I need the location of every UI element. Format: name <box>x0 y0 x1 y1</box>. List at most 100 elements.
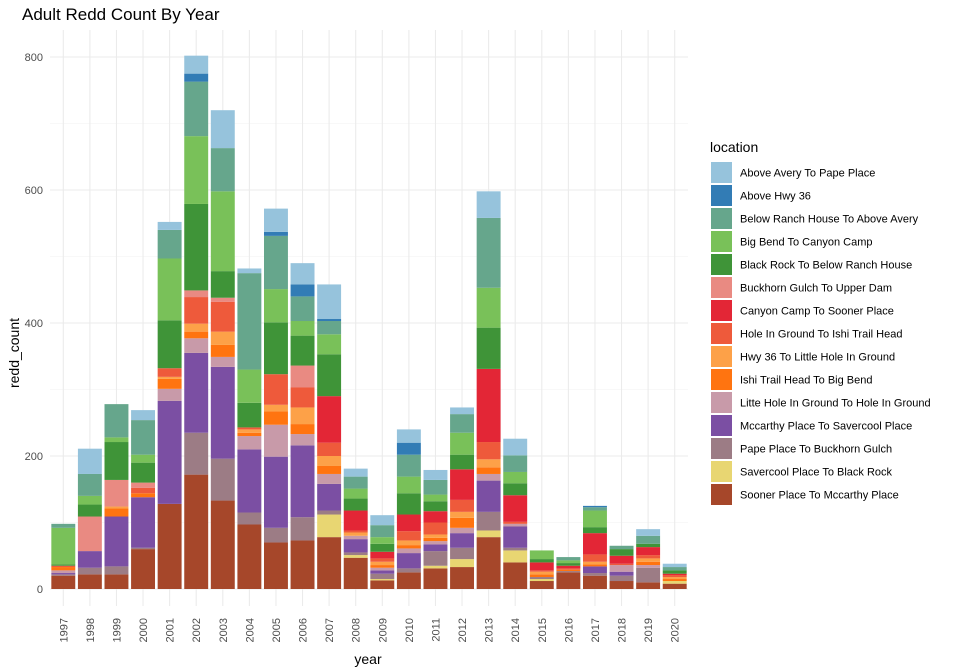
bar-segment <box>396 540 421 546</box>
bar-segment <box>104 574 129 589</box>
bar-segment <box>131 497 156 548</box>
legend-swatch <box>711 277 732 298</box>
bar-segment <box>609 545 634 550</box>
bar-segment <box>317 473 342 484</box>
bar-segment <box>423 522 448 535</box>
bar-segment <box>317 483 342 511</box>
bar-segment <box>317 321 342 335</box>
bar-segment <box>51 575 76 589</box>
bar-segment <box>450 547 475 560</box>
bar-segment <box>51 573 76 575</box>
bar-segment <box>450 407 475 415</box>
bar-segment <box>157 388 182 401</box>
legend-swatch <box>711 185 732 206</box>
bar-segment <box>636 582 661 589</box>
bar-segment <box>423 568 448 589</box>
bar-segment <box>237 268 262 274</box>
bar-segment <box>556 560 581 564</box>
legend-item: Litte Hole In Ground To Hole In Ground <box>711 392 931 413</box>
bar-segment <box>237 432 262 437</box>
x-tick-label: 2016 <box>563 618 575 642</box>
legend-swatch <box>711 254 732 275</box>
legend-label: Above Hwy 36 <box>740 191 811 203</box>
bar-segment <box>423 541 448 545</box>
y-tick-label: 800 <box>25 52 43 64</box>
bar-segment <box>210 301 235 332</box>
bar-segment <box>370 515 395 526</box>
legend-item: Mccarthy Place To Savercool Place <box>711 415 912 436</box>
legend-title: location <box>710 139 758 155</box>
bar-segment <box>556 557 581 561</box>
legend-label: Buckhorn Gulch To Upper Dam <box>740 283 892 295</box>
x-tick-label: 2009 <box>377 618 389 642</box>
bar-segment <box>583 533 607 555</box>
x-tick-label: 2004 <box>244 618 256 642</box>
x-tick-label: 2005 <box>271 618 283 642</box>
x-tick-label: 2014 <box>510 618 522 642</box>
bar-segment <box>157 376 182 379</box>
bar-segment <box>529 574 554 578</box>
bar-segment <box>290 365 315 388</box>
x-tick-label: 2015 <box>537 618 549 642</box>
bar-segment <box>370 551 395 559</box>
bar-segment <box>609 549 634 556</box>
bar-segment <box>237 273 262 370</box>
bar-segment <box>317 354 342 397</box>
x-axis-label: year <box>354 651 382 667</box>
bar-segment <box>104 566 129 575</box>
bar-segment <box>317 319 342 322</box>
bar-segment <box>51 567 76 571</box>
bar-segment <box>450 499 475 512</box>
bar-segment <box>184 290 209 298</box>
bar-segment <box>317 334 342 355</box>
bar-segment <box>51 574 76 576</box>
bar-segment <box>131 410 156 421</box>
bar-segment <box>343 532 368 536</box>
bars <box>51 55 687 590</box>
legend-label: Hwy 36 To Little Hole In Ground <box>740 352 895 364</box>
bar-segment <box>662 581 687 584</box>
bar-segment <box>77 448 102 474</box>
bar-segment <box>157 378 182 389</box>
bar-segment <box>636 567 661 583</box>
bar-segment <box>131 487 156 494</box>
bar-segment <box>131 482 156 488</box>
legend-item: Below Ranch House To Above Avery <box>711 208 919 229</box>
bar-segment <box>450 511 475 518</box>
legend-label: Black Rock To Below Ranch House <box>740 260 912 272</box>
bar-segment <box>264 231 288 236</box>
x-tick-label: 2018 <box>617 618 629 642</box>
bar-segment <box>184 55 209 74</box>
legend-swatch <box>711 346 732 367</box>
legend-swatch <box>711 369 732 390</box>
x-tick-label: 2019 <box>643 618 655 642</box>
bar-segment <box>423 469 448 480</box>
bar-segment <box>131 547 156 550</box>
bar-segment <box>450 559 475 568</box>
bar-segment <box>237 524 262 589</box>
bar-segment <box>476 368 501 443</box>
bar-segment <box>529 562 554 571</box>
legend-label: Savercool Place To Black Rock <box>740 467 893 479</box>
bar-segment <box>396 429 421 443</box>
bar-segment <box>210 344 235 357</box>
legend-label: Below Ranch House To Above Avery <box>740 214 919 226</box>
legend-swatch <box>711 484 732 505</box>
bar-segment <box>77 473 102 496</box>
x-tick-label: 2001 <box>165 618 177 642</box>
legend-label: Sooner Place To Mccarthy Place <box>740 490 899 502</box>
bar-segment <box>583 527 607 534</box>
bar-segment <box>264 374 288 405</box>
bar-segment <box>77 551 102 568</box>
x-tick-label: 2012 <box>457 618 469 642</box>
bar-segment <box>290 517 315 541</box>
bar-segment <box>264 456 288 528</box>
bar-segment <box>210 110 235 149</box>
bar-segment <box>503 523 528 527</box>
bar-segment <box>264 542 288 589</box>
bar-segment <box>51 564 76 566</box>
bar-segment <box>529 550 554 560</box>
bar-segment <box>609 581 634 589</box>
bar-segment <box>343 510 368 531</box>
